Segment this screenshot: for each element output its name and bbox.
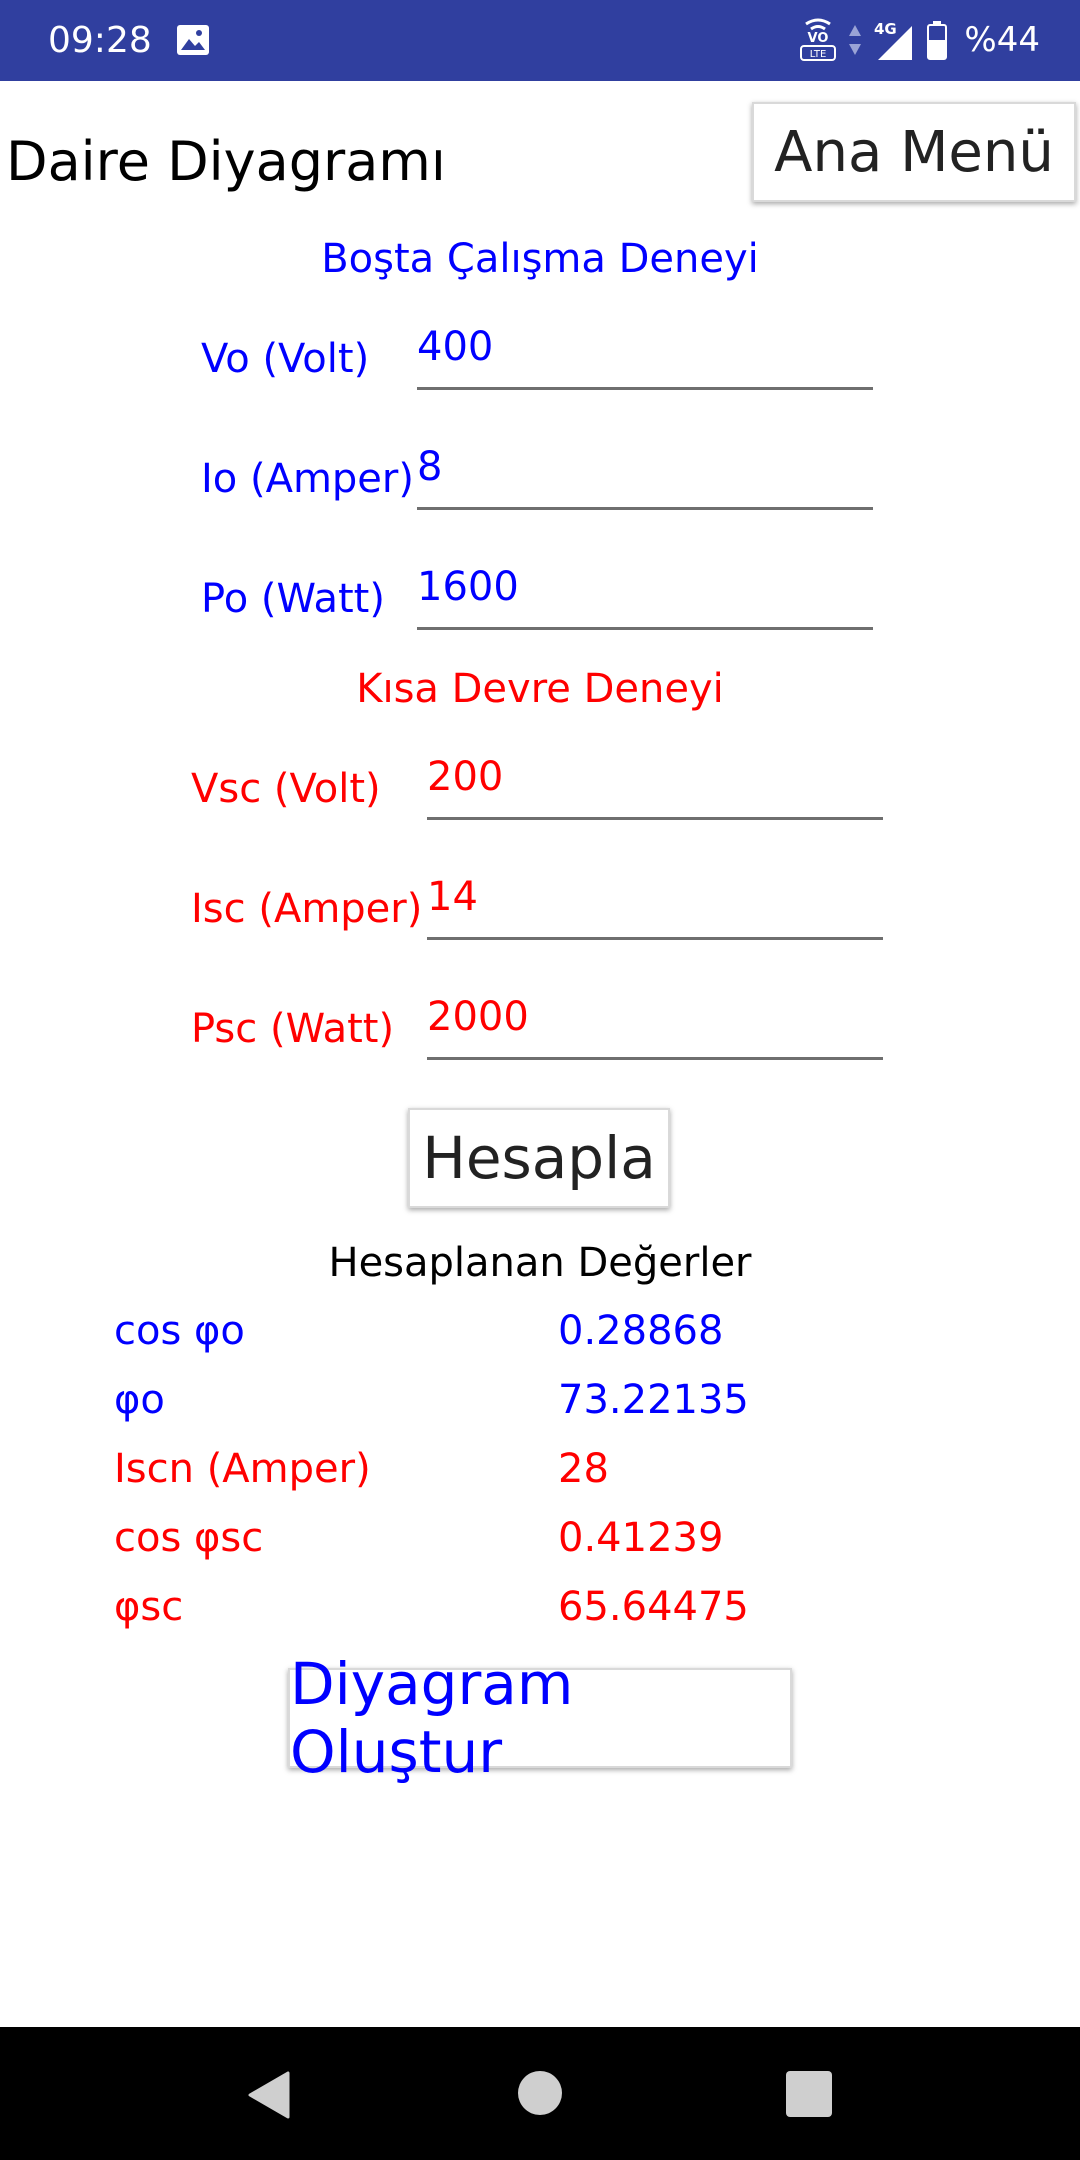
cos-phi-o-value: 0.28868 [558,1308,724,1354]
back-icon[interactable] [246,2071,290,2119]
svg-text:4G: 4G [874,20,897,38]
image-notification-icon [177,25,209,55]
vsc-label: Vsc (Volt) [191,766,381,812]
vsc-input[interactable]: 200 [427,748,883,820]
home-icon[interactable] [518,2071,562,2115]
iscn-label: Iscn (Amper) [114,1446,371,1492]
create-diagram-button[interactable]: Diyagram Oluştur [288,1650,792,1786]
no-load-test-title: Boşta Çalışma Deneyi [321,236,759,282]
calculate-button[interactable]: Hesapla [408,1108,670,1208]
signal-icon: 4G [874,20,913,60]
svg-text:LTE: LTE [810,49,827,60]
po-input[interactable]: 1600 [417,558,873,630]
isc-label: Isc (Amper) [191,886,423,932]
isc-input[interactable]: 14 [427,868,883,940]
volte-icon: VO LTE [800,18,837,61]
battery-icon [927,21,948,60]
cos-phi-sc-label: cos φsc [114,1515,264,1561]
phi-sc-label: φsc [114,1584,184,1630]
battery-percent: %44 [964,20,1040,60]
phi-o-value: 73.22135 [558,1377,749,1423]
iscn-value: 28 [558,1446,609,1492]
status-bar: 09:28 VO LTE 4G [0,0,1080,81]
recents-icon[interactable] [786,2071,832,2117]
io-label: Io (Amper) [201,456,414,502]
short-circuit-test-title: Kısa Devre Deneyi [356,666,724,712]
data-arrows-icon [849,25,862,55]
results-title: Hesaplanan Değerler [328,1240,752,1286]
status-icons: VO LTE 4G %44 [798,14,1040,66]
page-title: Daire Diyagramı [6,130,446,193]
vo-input[interactable]: 400 [417,318,873,390]
phi-sc-value: 65.64475 [558,1584,749,1630]
svg-text:VO: VO [808,31,829,46]
navigation-bar [0,2027,1080,2160]
po-label: Po (Watt) [201,576,385,622]
main-menu-button[interactable]: Ana Menü [752,102,1076,202]
cos-phi-sc-value: 0.41239 [558,1515,724,1561]
cos-phi-o-label: cos φo [114,1308,245,1354]
io-input[interactable]: 8 [417,438,873,510]
status-time: 09:28 [48,20,152,61]
psc-label: Psc (Watt) [191,1006,395,1052]
psc-input[interactable]: 2000 [427,988,883,1060]
phi-o-label: φo [114,1377,165,1423]
vo-label: Vo (Volt) [201,336,370,382]
